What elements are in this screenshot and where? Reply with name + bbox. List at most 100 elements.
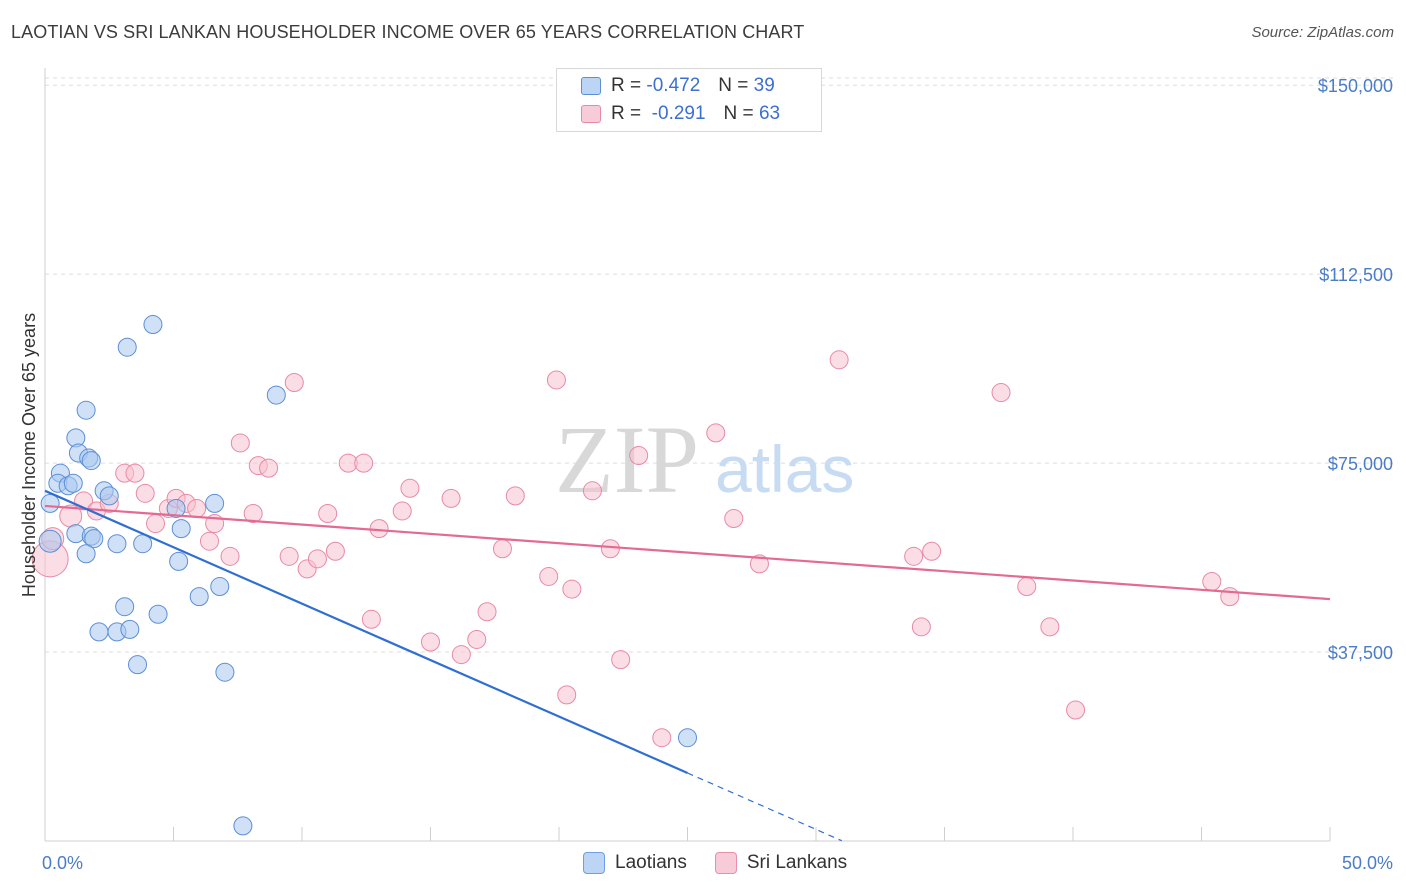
sri-lankans-point [611, 650, 631, 670]
sri-lankans-point [199, 531, 219, 551]
laotians-point [40, 493, 60, 513]
sri-lankans-point [904, 546, 924, 566]
laotians-point [678, 728, 697, 748]
laotians-point [63, 473, 83, 493]
sri-lankans-n-value: 63 [758, 103, 781, 124]
sri-lankans-point [467, 629, 487, 649]
trend-lines [44, 489, 1331, 842]
sri-lankans-point [1040, 617, 1060, 637]
laotians-point [107, 534, 127, 554]
laotians-point [148, 604, 168, 624]
laotians-point [205, 493, 225, 513]
sri-lankans-point [492, 539, 512, 559]
r-label: R = [611, 75, 642, 96]
sri-lankans-point [652, 728, 672, 748]
grid-lines [45, 77, 1395, 653]
legend-row-laotians: R = -0.472 N = 39 [581, 73, 775, 99]
laotians-point [266, 385, 286, 405]
sri-lankans-point [307, 549, 327, 569]
sri-lankans-swatch [581, 105, 601, 123]
watermark-zip: ZIP [555, 406, 699, 513]
legend-item-sri-lankans[interactable]: Sri Lankans [714, 852, 847, 874]
sri-lankans-point [922, 541, 942, 561]
laotians-r-value: -0.472 [646, 75, 701, 96]
laotians-legend-swatch [583, 852, 605, 874]
laotians-point [76, 400, 96, 420]
laotians-point [76, 544, 96, 564]
sri-lankans-point [829, 350, 849, 370]
chart-title: LAOTIAN VS SRI LANKAN HOUSEHOLDER INCOME… [11, 22, 805, 42]
sri-lankans-trend-line [44, 504, 1331, 601]
axes [44, 68, 1331, 842]
legend-row-sri-lankans: R = -0.291 N = 63 [581, 101, 780, 127]
y-tick-label: $112,500 [1319, 265, 1393, 285]
sri-lankans-point [1202, 572, 1222, 592]
laotians-point [215, 662, 235, 682]
sri-lankans-point [911, 617, 931, 637]
r-label: R = [611, 103, 642, 124]
laotians-trend-extension [687, 772, 842, 842]
sri-lankans-point [146, 514, 166, 534]
sri-lankans-point [562, 579, 582, 599]
laotians-point [120, 619, 140, 639]
laotians-point [99, 486, 119, 506]
sri-lankans-point [1017, 577, 1037, 597]
sri-lankans-point [279, 546, 299, 566]
sri-lankans-point [600, 539, 620, 559]
y-tick-label: $75,000 [1328, 454, 1393, 474]
sri-lankans-point [187, 498, 207, 518]
sri-lankans-point [991, 383, 1011, 403]
laotians-point [166, 498, 186, 518]
legend-item-laotians[interactable]: Laotians [583, 852, 687, 874]
x-tick-label: 50.0% [1342, 853, 1393, 873]
laotians-point [169, 551, 189, 571]
sri-lankans-point [325, 541, 345, 561]
laotians-point [38, 529, 62, 553]
sri-lankans-point [749, 554, 769, 574]
sri-lankans-point [546, 370, 566, 390]
sri-lankans-point [539, 566, 559, 586]
sri-lankans-point [724, 509, 744, 529]
correlation-legend: R = -0.472 N = 39 R = -0.291 N = 63 [556, 68, 822, 132]
laotians-point [143, 315, 163, 335]
laotians-point [210, 577, 230, 597]
laotians-swatch [581, 77, 601, 95]
x-tick-label: 0.0% [42, 853, 83, 873]
watermark: ZIP atlas [555, 406, 854, 513]
series-legend: Laotians Sri Lankans [583, 852, 875, 874]
laotians-trend-line [44, 489, 688, 774]
y-axis-label: Householder Income Over 65 years [19, 313, 39, 597]
sri-lankans-point [477, 602, 497, 622]
laotians-legend-label: Laotians [615, 852, 687, 873]
sri-lankans-point [369, 519, 389, 539]
watermark-atlas: atlas [715, 432, 854, 506]
laotians-point [89, 622, 109, 642]
laotians-points [38, 315, 697, 836]
laotians-point [128, 655, 148, 675]
sri-lankans-point [392, 501, 412, 521]
y-tick-label: $37,500 [1328, 643, 1393, 663]
laotians-point [189, 587, 209, 607]
sri-lankans-point [629, 446, 649, 466]
laotians-point [81, 451, 101, 471]
sri-lankans-point [706, 423, 726, 443]
sri-lankans-point [230, 433, 250, 453]
laotians-point [84, 529, 104, 549]
laotians-point [117, 337, 137, 357]
sri-lankans-r-value: -0.291 [651, 103, 706, 124]
source-label: Source: ZipAtlas.com [1251, 24, 1394, 41]
sri-lankans-point [243, 503, 263, 523]
laotians-point [171, 519, 191, 539]
laotians-point [115, 597, 135, 617]
n-label: N = [723, 103, 754, 124]
sri-lankans-point [441, 488, 461, 508]
sri-lankans-point [284, 372, 304, 392]
sri-lankans-point [318, 503, 338, 523]
tick-labels: $37,500 $75,000 $112,500 $150,000 0.0% 50.0% [42, 76, 1393, 873]
sri-lankans-point [354, 453, 374, 473]
y-tick-label: $150,000 [1318, 76, 1393, 96]
sri-lankans-point [582, 481, 602, 501]
sri-lankans-point [421, 632, 440, 652]
sri-lankans-point [505, 486, 525, 506]
